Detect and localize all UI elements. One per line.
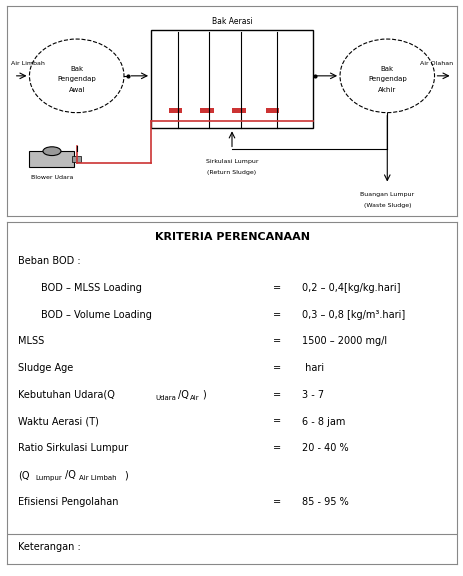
Text: Efisiensi Pengolahan: Efisiensi Pengolahan — [18, 497, 119, 507]
Text: 0,2 – 0,4[kg/kg.hari]: 0,2 – 0,4[kg/kg.hari] — [301, 283, 400, 293]
Text: BOD – Volume Loading: BOD – Volume Loading — [41, 310, 151, 320]
Text: Waktu Aerasi (T): Waktu Aerasi (T) — [18, 416, 99, 427]
Text: 1500 – 2000 mg/l: 1500 – 2000 mg/l — [301, 336, 386, 346]
Text: 85 - 95 %: 85 - 95 % — [301, 497, 348, 507]
Text: =: = — [272, 363, 281, 373]
Text: =: = — [272, 444, 281, 453]
Text: /Q: /Q — [178, 390, 188, 400]
Text: 0,3 – 0,8 [kg/m³.hari]: 0,3 – 0,8 [kg/m³.hari] — [301, 310, 404, 320]
Text: Air Olahan: Air Olahan — [419, 61, 452, 66]
Text: =: = — [272, 416, 281, 427]
Text: Pengendap: Pengendap — [57, 77, 96, 82]
Text: hari: hari — [301, 363, 323, 373]
Text: Akhir: Akhir — [377, 87, 395, 93]
Text: Bak Aerasi: Bak Aerasi — [211, 17, 252, 26]
Text: Blower Udara: Blower Udara — [31, 175, 73, 180]
Text: ): ) — [124, 470, 127, 480]
Text: (Return Sludge): (Return Sludge) — [207, 170, 256, 175]
Text: /Q: /Q — [65, 470, 76, 480]
Text: Air Limbah: Air Limbah — [12, 61, 45, 66]
Text: 6 - 8 jam: 6 - 8 jam — [301, 416, 344, 427]
Text: Bak: Bak — [70, 66, 83, 72]
Text: (Waste Sludge): (Waste Sludge) — [363, 203, 410, 208]
Text: Ratio Sirkulasi Lumpur: Ratio Sirkulasi Lumpur — [18, 444, 128, 453]
Text: 20 - 40 %: 20 - 40 % — [301, 444, 348, 453]
Text: BOD – MLSS Loading: BOD – MLSS Loading — [41, 283, 141, 293]
Text: Kebutuhan Udara(Q: Kebutuhan Udara(Q — [18, 390, 115, 400]
Bar — [150, 31, 313, 128]
Text: MLSS: MLSS — [18, 336, 44, 346]
Text: =: = — [272, 336, 281, 346]
Text: Air: Air — [190, 395, 200, 400]
Text: 3 - 7: 3 - 7 — [301, 390, 323, 400]
Text: Udara: Udara — [155, 395, 176, 400]
Text: Lumpur: Lumpur — [35, 475, 62, 481]
Text: Bak: Bak — [380, 66, 393, 72]
Circle shape — [29, 39, 124, 113]
Text: ): ) — [201, 390, 205, 400]
Text: Sirkulasi Lumpur: Sirkulasi Lumpur — [205, 159, 258, 164]
Bar — [169, 108, 182, 113]
Text: =: = — [272, 283, 281, 293]
Text: Pengendap: Pengendap — [367, 77, 406, 82]
Bar — [232, 108, 245, 113]
Bar — [72, 157, 81, 162]
Bar — [200, 108, 213, 113]
Text: =: = — [272, 310, 281, 320]
Text: =: = — [272, 497, 281, 507]
Text: =: = — [272, 390, 281, 400]
Text: KRITERIA PERENCANAAN: KRITERIA PERENCANAAN — [154, 232, 309, 242]
Ellipse shape — [43, 147, 61, 156]
Text: Air Limbah: Air Limbah — [79, 475, 116, 481]
Text: Buangan Lumpur: Buangan Lumpur — [359, 192, 413, 198]
Text: Beban BOD :: Beban BOD : — [18, 256, 81, 266]
Text: Awal: Awal — [69, 87, 85, 93]
Text: Keterangan :: Keterangan : — [18, 543, 81, 552]
Circle shape — [339, 39, 434, 113]
Bar — [30, 151, 75, 167]
Bar — [265, 108, 279, 113]
Text: Sludge Age: Sludge Age — [18, 363, 73, 373]
Text: (Q: (Q — [18, 470, 30, 480]
